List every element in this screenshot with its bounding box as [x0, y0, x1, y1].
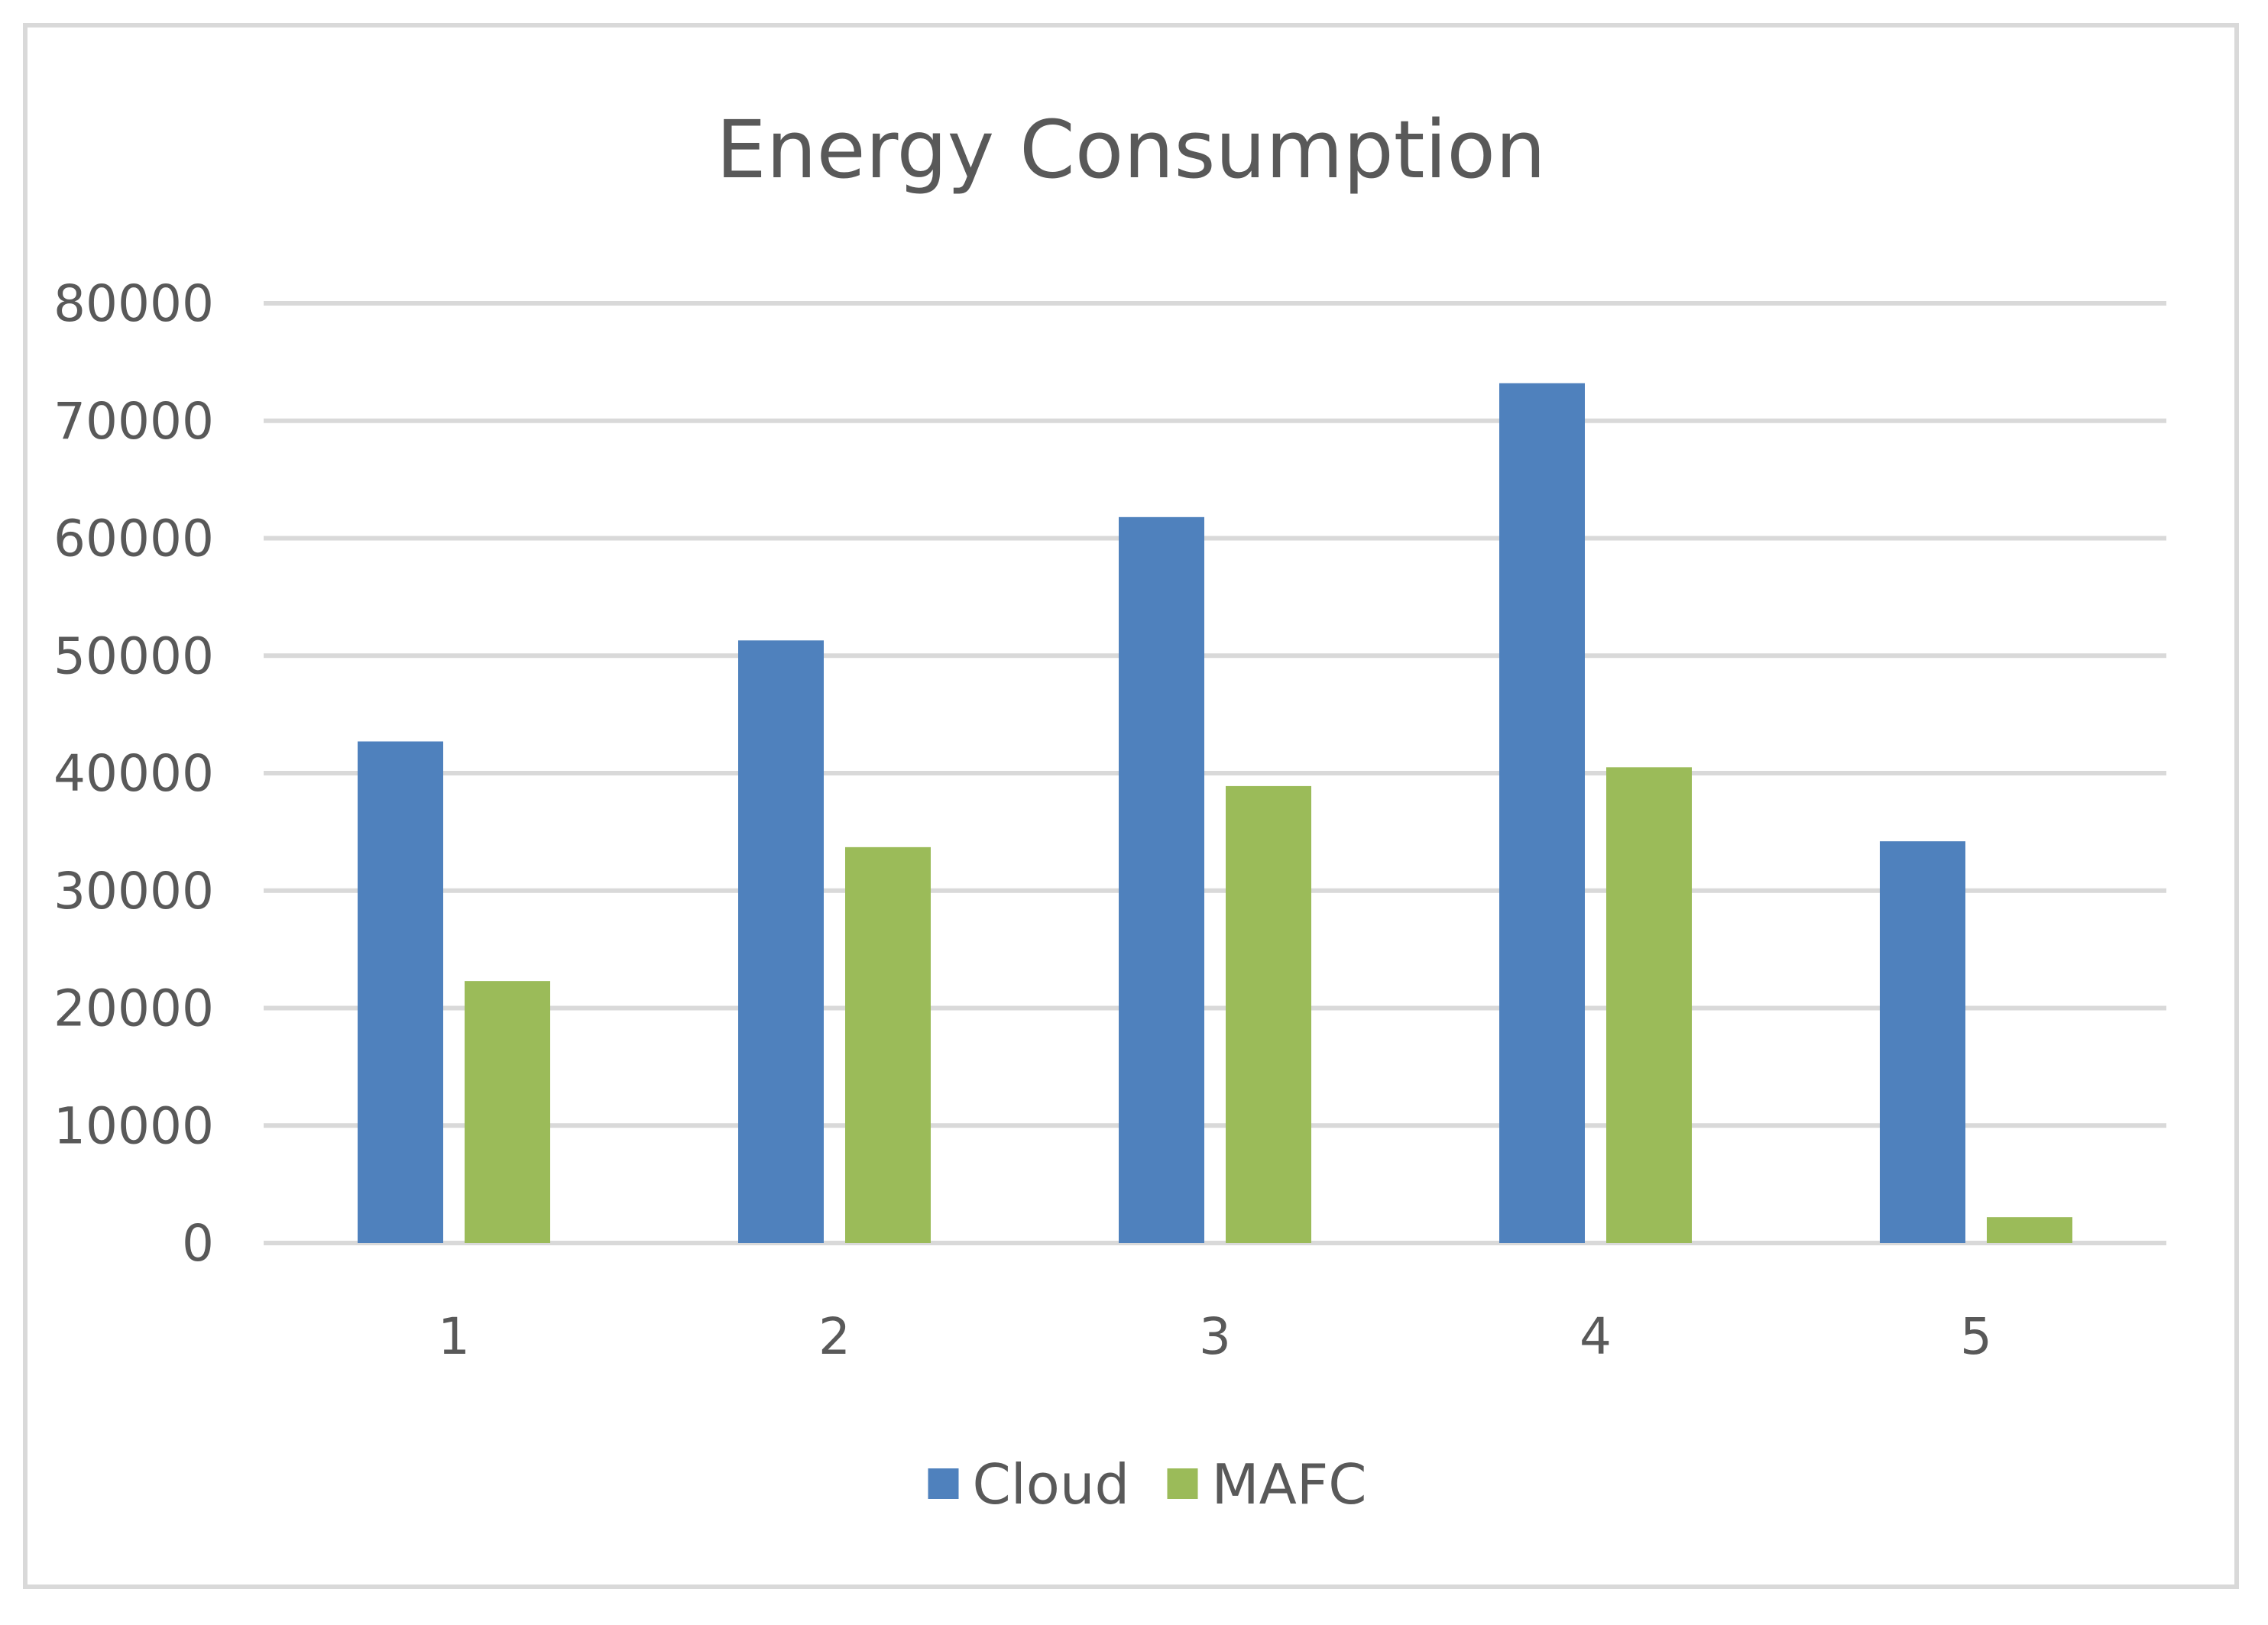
y-tick-label: 60000: [53, 510, 214, 568]
y-tick-label: 0: [182, 1214, 214, 1273]
gridlines: [264, 301, 2166, 1245]
bar-mafc-2: [845, 846, 931, 1243]
x-axis-ticks: 1 2 3 4 5: [438, 1307, 1992, 1366]
bar-cloud-3: [1119, 516, 1204, 1243]
bar-cloud-4: [1499, 383, 1585, 1243]
x-tick-label: 3: [1199, 1307, 1231, 1366]
bar-mafc-3: [1226, 785, 1311, 1243]
bar-mafc-1: [465, 981, 550, 1243]
y-tick-label: 20000: [53, 979, 214, 1038]
bar-cloud-2: [738, 640, 824, 1243]
y-tick-label: 30000: [53, 862, 214, 921]
legend-swatch-cloud: [928, 1468, 959, 1499]
legend-label-mafc: MAFC: [1212, 1452, 1367, 1517]
x-tick-label: 5: [1960, 1307, 1992, 1366]
x-tick-label: 1: [438, 1307, 470, 1366]
y-tick-label: 70000: [53, 392, 214, 451]
bars: [358, 383, 2072, 1243]
x-tick-label: 2: [818, 1307, 851, 1366]
bar-mafc-4: [1606, 767, 1692, 1243]
bar-mafc-5: [1987, 1217, 2072, 1243]
chart-title: Energy Consumption: [716, 103, 1546, 196]
x-tick-label: 4: [1580, 1307, 1612, 1366]
y-tick-label: 80000: [53, 274, 214, 333]
bar-cloud-5: [1880, 841, 1965, 1243]
y-tick-label: 50000: [53, 626, 214, 685]
legend-swatch-mafc: [1167, 1468, 1198, 1499]
legend-label-cloud: Cloud: [973, 1452, 1130, 1517]
y-axis-ticks: 0 10000 20000 30000 40000 50000 60000 70000 8000…: [53, 274, 214, 1273]
y-tick-label: 10000: [53, 1096, 214, 1155]
legend: Cloud MAFC: [928, 1452, 1367, 1517]
bar-cloud-1: [358, 741, 443, 1243]
y-tick-label: 40000: [53, 744, 214, 803]
